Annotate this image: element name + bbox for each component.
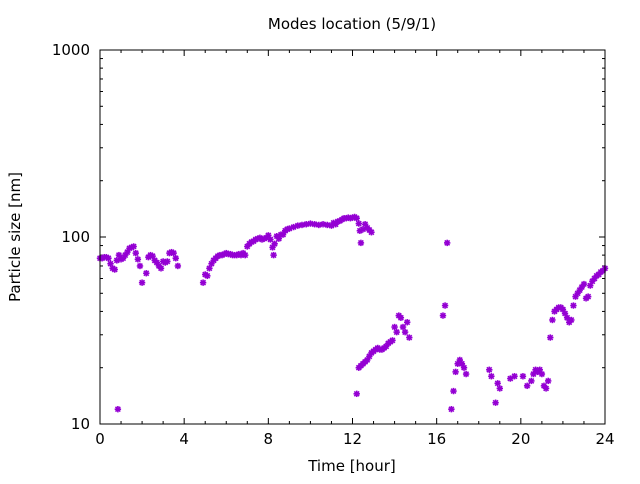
x-tick-label: 4 — [179, 430, 189, 448]
data-point — [170, 249, 177, 257]
data-point — [241, 251, 249, 259]
axes: 0 4 8 12 16 20 24 10 100 1000 — [52, 41, 615, 448]
data-point — [368, 229, 375, 236]
data-point — [488, 373, 495, 380]
data-point — [460, 364, 468, 371]
data-point — [136, 262, 144, 270]
data-point — [528, 377, 535, 385]
data-point — [511, 373, 518, 380]
data-point — [549, 316, 556, 324]
x-tick-label: 0 — [95, 430, 105, 448]
data-point — [271, 240, 278, 247]
data-point — [523, 382, 531, 390]
data-point — [568, 316, 575, 324]
data-point — [138, 279, 146, 286]
data-point — [294, 222, 301, 229]
data-point — [439, 312, 447, 319]
data-point — [353, 390, 360, 398]
data-point — [353, 215, 360, 222]
y-axis-label: Particle size [nm] — [6, 172, 24, 302]
data-point — [450, 387, 457, 395]
data-point — [267, 236, 274, 243]
y-tick-label: 10 — [71, 415, 90, 433]
data-point — [443, 239, 451, 247]
data-point — [275, 235, 283, 242]
data-point — [538, 370, 546, 378]
data-point — [587, 282, 594, 289]
x-tick-label: 16 — [427, 430, 446, 448]
data-point — [406, 334, 413, 341]
x-tick-label: 12 — [343, 430, 362, 448]
y-tick-label: 100 — [61, 228, 90, 246]
data-point — [111, 266, 118, 273]
data-point — [105, 255, 112, 262]
data-point — [397, 314, 405, 321]
data-point — [542, 385, 550, 392]
data-point — [270, 251, 277, 259]
data-point — [404, 319, 411, 326]
data-point — [496, 385, 503, 392]
plot-frame — [99, 49, 606, 425]
data-point — [204, 272, 211, 280]
data-point — [359, 226, 367, 233]
data-point — [357, 239, 365, 247]
data-point — [547, 334, 554, 341]
data-point — [174, 262, 182, 270]
data-point — [391, 323, 398, 331]
data-point — [452, 368, 459, 376]
data-point — [298, 221, 306, 229]
data-point — [157, 265, 165, 272]
x-tick-label: 8 — [264, 430, 274, 448]
data-point — [393, 328, 400, 336]
data-point — [164, 258, 171, 265]
data-point — [462, 370, 470, 378]
chart-title: Modes location (5/9/1) — [268, 15, 436, 33]
x-axis-label: Time [hour] — [307, 457, 396, 475]
data-point — [441, 302, 449, 309]
x-tick-label: 20 — [511, 430, 530, 448]
data-point — [389, 337, 396, 344]
data-point — [580, 280, 588, 288]
data-point — [544, 377, 552, 385]
data-point — [199, 279, 207, 286]
data-point — [172, 255, 179, 262]
data-point — [486, 366, 493, 373]
data-point — [134, 256, 142, 263]
x-tick-label: 24 — [595, 430, 614, 448]
data-points — [96, 213, 609, 413]
data-point — [355, 220, 363, 227]
data-point — [399, 323, 407, 331]
data-point — [132, 249, 139, 257]
data-point — [584, 293, 592, 300]
data-point — [494, 380, 501, 387]
data-point — [570, 302, 577, 309]
data-point — [114, 405, 122, 413]
y-tick-label: 1000 — [52, 41, 90, 59]
data-point — [519, 373, 527, 380]
data-point — [279, 231, 287, 238]
data-point — [265, 232, 272, 239]
data-point — [130, 243, 137, 250]
data-point — [448, 405, 455, 413]
data-point — [492, 399, 499, 406]
data-point — [401, 328, 409, 336]
data-point — [143, 270, 150, 277]
